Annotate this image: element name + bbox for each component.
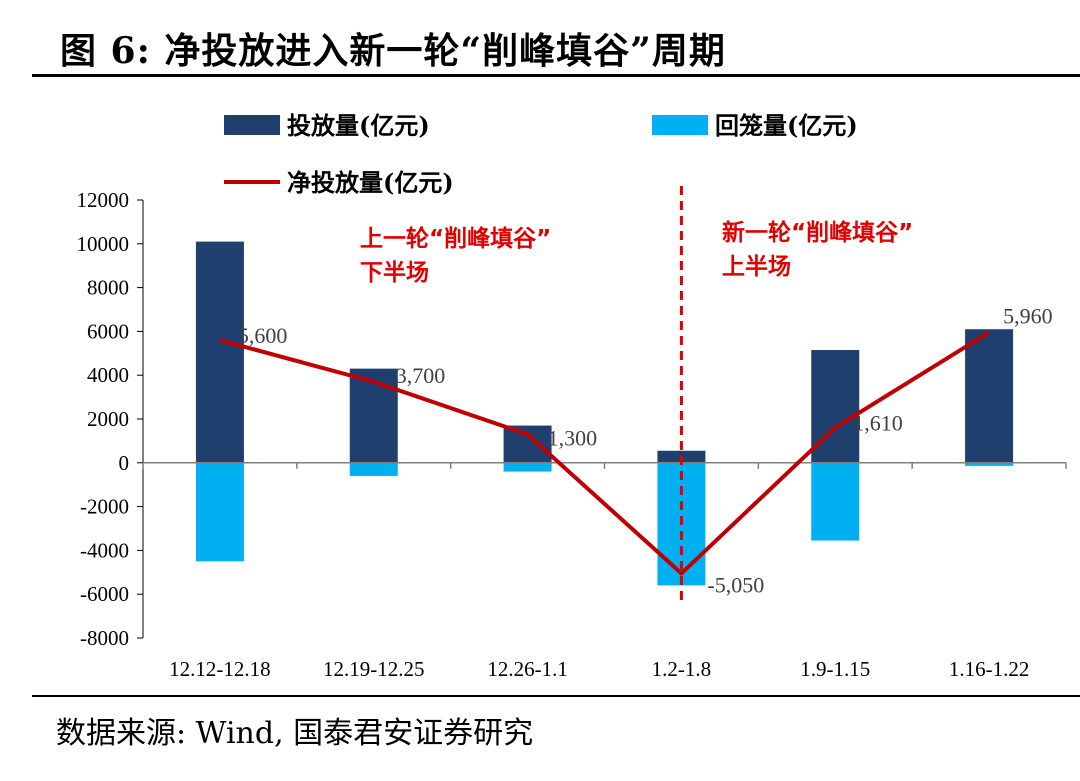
bars — [195, 241, 1014, 586]
x-axis: 12.12-12.18 12.19-12.25 12.26-1.1 1.2-1.8 1.… — [142, 462, 1067, 681]
y-tick-label: -4000 — [80, 538, 129, 562]
y-tick-label: 12000 — [77, 188, 130, 212]
y-tick-label: 0 — [119, 451, 130, 475]
withdrawal-bar — [349, 462, 398, 476]
y-tick-label: 10000 — [77, 232, 130, 256]
x-tick-label: 1.9-1.15 — [800, 657, 870, 681]
annotation-text: 新一轮“削峰填谷” — [722, 219, 913, 246]
annotations: 上一轮“削峰填谷” 下半场 新一轮“削峰填谷” 上半场 — [360, 219, 913, 286]
withdrawal-bar — [811, 462, 860, 541]
figure-title: 图 6: 净投放进入新一轮“削峰填谷”周期 — [60, 30, 726, 72]
y-tick-label: 8000 — [87, 276, 129, 300]
x-tick-label: 12.26-1.1 — [487, 657, 568, 681]
y-axis: 12000 10000 8000 6000 4000 2000 0 -2000 -4000 -60… — [77, 188, 144, 650]
legend-swatch-withdrawal — [652, 115, 708, 135]
legend: 投放量(亿元) 回笼量(亿元) 净投放量(亿元) — [224, 111, 858, 197]
x-tick-label: 1.2-1.8 — [652, 657, 712, 681]
data-labels: 5,600 3,700 1,300 -5,050 1,610 5,960 — [238, 303, 1053, 597]
y-tick-label: 4000 — [87, 363, 129, 387]
net-line — [219, 330, 991, 576]
injection-bar — [965, 329, 1014, 463]
legend-label-withdrawal: 回笼量(亿元) — [715, 111, 858, 140]
net-data-label: 5,960 — [1003, 303, 1052, 328]
legend-label-injection: 投放量(亿元) — [287, 111, 430, 140]
withdrawal-bar — [195, 462, 244, 562]
x-tick-label: 12.19-12.25 — [323, 657, 425, 681]
y-tick-label: 6000 — [87, 319, 129, 343]
injection-bar — [195, 241, 244, 463]
legend-label-net: 净投放量(亿元) — [287, 168, 454, 197]
annotation-text: 上一轮“削峰填谷” — [360, 225, 551, 252]
withdrawal-bar — [503, 462, 552, 472]
legend-swatch-injection — [224, 115, 280, 135]
source-rule — [32, 695, 1080, 697]
annotation-text: 上半场 — [722, 254, 791, 280]
y-tick-label: 2000 — [87, 407, 129, 431]
net-data-label: 1,610 — [853, 411, 903, 436]
y-tick-label: -8000 — [80, 626, 129, 650]
x-tick-label: 1.16-1.22 — [949, 657, 1030, 681]
net-data-label: -5,050 — [707, 572, 764, 597]
injection-bar — [503, 425, 552, 463]
withdrawal-bar — [965, 462, 1014, 466]
y-tick-label: -6000 — [80, 582, 129, 606]
source-note: 数据来源: Wind, 国泰君安证券研究 — [56, 716, 534, 751]
title-rule — [32, 74, 1080, 77]
y-tick-label: -2000 — [80, 495, 129, 519]
net-series-line — [219, 330, 991, 576]
net-data-label: 3,700 — [396, 363, 446, 388]
injection-bar — [349, 368, 398, 463]
annotation-text: 下半场 — [360, 260, 429, 286]
net-data-label: 5,600 — [238, 323, 288, 348]
net-data-label: 1,300 — [548, 425, 598, 450]
chart: 投放量(亿元) 回笼量(亿元) 净投放量(亿元) 上一轮“削峰填谷” 下半场 新一轮“削… — [77, 111, 1067, 681]
x-tick-label: 12.12-12.18 — [169, 657, 271, 681]
